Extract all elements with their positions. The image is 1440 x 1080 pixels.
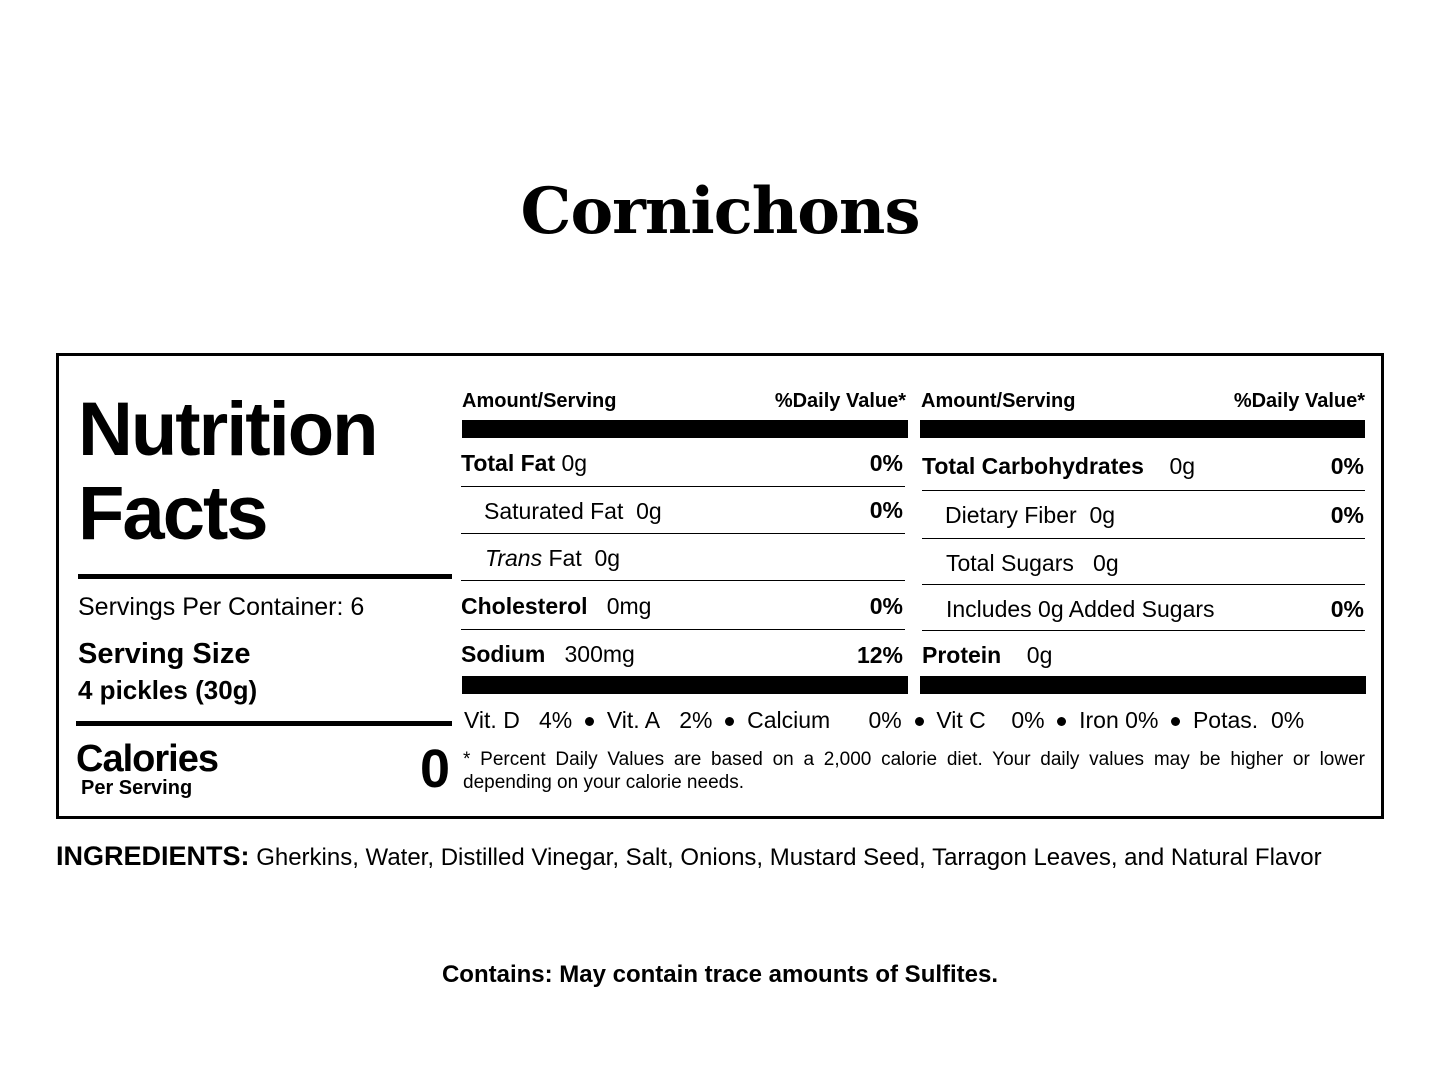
nutrition-facts-heading: Nutrition Facts bbox=[78, 387, 379, 556]
total-fat-amount: 0g bbox=[561, 450, 588, 476]
cholesterol-amount: 0mg bbox=[606, 593, 652, 619]
daily-value-footnote: * Percent Daily Values are based on a 2,… bbox=[463, 749, 1365, 793]
row-dietary-fiber: Dietary Fiber 0g bbox=[945, 501, 1115, 529]
divider bbox=[922, 538, 1365, 539]
row-sodium: Sodium 300mg bbox=[461, 640, 635, 668]
bullet-dot bbox=[1171, 717, 1181, 727]
heading-divider bbox=[78, 574, 452, 579]
row-added-sugars: Includes 0g Added Sugars bbox=[946, 595, 1215, 623]
col2-header-dv: %Daily Value* bbox=[1233, 390, 1365, 412]
saturated-fat-label: Saturated Fat bbox=[484, 498, 624, 524]
col1-header-dv: %Daily Value* bbox=[774, 390, 906, 412]
heading-line-2: Facts bbox=[78, 471, 269, 556]
total-carbohydrates-label: Total Carbohydrates bbox=[922, 453, 1144, 479]
row-cholesterol: Cholesterol 0mg bbox=[461, 592, 651, 620]
divider bbox=[461, 580, 905, 581]
trans-fat-amount: 0g bbox=[594, 545, 621, 571]
nutrition-facts-panel bbox=[56, 353, 1384, 819]
row-saturated-fat: Saturated Fat 0g bbox=[484, 497, 662, 525]
calories-label: Calories bbox=[76, 738, 219, 780]
iron-label: Iron bbox=[1079, 707, 1119, 733]
servings-per-container: Servings Per Container: 6 bbox=[78, 593, 365, 621]
added-sugars-label: Includes 0g Added Sugars bbox=[946, 596, 1215, 622]
divider bbox=[922, 490, 1365, 491]
divider bbox=[461, 486, 905, 487]
potassium-label: Potas. bbox=[1192, 707, 1259, 733]
col2-header-amount: Amount/Serving bbox=[921, 390, 1076, 412]
row-total-fat: Total Fat 0g bbox=[461, 449, 587, 477]
vit-d-label: Vit. D bbox=[464, 707, 520, 733]
ingredients-label: INGREDIENTS: bbox=[56, 841, 250, 871]
divider bbox=[922, 630, 1365, 631]
vit-a-label: Vit. A bbox=[606, 707, 661, 733]
saturated-fat-dv: 0% bbox=[869, 497, 903, 523]
sodium-amount: 300mg bbox=[564, 641, 635, 667]
bullet-dot bbox=[725, 717, 735, 727]
ingredients-line: INGREDIENTS: Gherkins, Water, Distilled … bbox=[56, 841, 1322, 873]
protein-amount: 0g bbox=[1026, 642, 1053, 668]
total-carbohydrates-dv: 0% bbox=[1330, 453, 1364, 479]
product-title: Cornichons bbox=[520, 174, 921, 249]
col2-top-bar bbox=[920, 420, 1365, 438]
divider bbox=[922, 584, 1365, 585]
divider bbox=[461, 629, 905, 630]
calories-value: 0 bbox=[419, 739, 450, 799]
divider bbox=[461, 533, 905, 534]
allergen-statement: Contains: May contain trace amounts of S… bbox=[441, 961, 999, 988]
dietary-fiber-label: Dietary Fiber bbox=[945, 502, 1077, 528]
row-protein: Protein 0g bbox=[922, 641, 1052, 669]
row-trans-fat: Trans Fat 0g bbox=[485, 544, 620, 572]
vit-d-value: 4% bbox=[539, 707, 573, 733]
cholesterol-label: Cholesterol bbox=[461, 593, 588, 619]
total-carbohydrates-amount: 0g bbox=[1169, 453, 1196, 479]
dietary-fiber-dv: 0% bbox=[1330, 502, 1364, 528]
col2-bottom-bar bbox=[920, 676, 1366, 694]
calories-per-serving: Per Serving bbox=[81, 777, 193, 799]
saturated-fat-amount: 0g bbox=[636, 498, 662, 524]
bullet-dot bbox=[914, 717, 924, 727]
heading-line-1: Nutrition bbox=[78, 387, 379, 472]
serving-size-value: 4 pickles (30g) bbox=[78, 675, 258, 705]
total-sugars-label: Total Sugars bbox=[946, 550, 1074, 576]
iron-value: 0% bbox=[1125, 707, 1159, 733]
bullet-dot bbox=[585, 717, 595, 727]
vit-c-value: 0% bbox=[1011, 707, 1045, 733]
vit-c-label: Vit C bbox=[936, 707, 986, 733]
dietary-fiber-amount: 0g bbox=[1089, 502, 1116, 528]
sodium-dv: 12% bbox=[856, 642, 903, 668]
sodium-label: Sodium bbox=[461, 641, 546, 667]
trans-fat-label: Fat bbox=[548, 545, 582, 571]
col1-bottom-bar bbox=[462, 676, 908, 694]
calcium-value: 0% bbox=[868, 707, 902, 733]
serving-divider bbox=[76, 721, 452, 726]
row-total-sugars: Total Sugars 0g bbox=[946, 549, 1119, 577]
added-sugars-dv: 0% bbox=[1330, 596, 1364, 622]
bullet-dot bbox=[1057, 717, 1067, 727]
col1-top-bar bbox=[462, 420, 908, 438]
ingredients-text: Gherkins, Water, Distilled Vinegar, Salt… bbox=[256, 844, 1322, 871]
total-fat-label: Total Fat bbox=[461, 450, 556, 476]
vit-a-value: 2% bbox=[679, 707, 713, 733]
col1-header-amount: Amount/Serving bbox=[462, 390, 617, 412]
vitamins-line: Vit. D 4% Vit. A 2% Calcium 0% Vit C 0% … bbox=[464, 706, 1304, 734]
calcium-label: Calcium bbox=[747, 707, 831, 733]
protein-label: Protein bbox=[922, 642, 1002, 668]
total-sugars-amount: 0g bbox=[1093, 550, 1119, 576]
serving-size-label: Serving Size bbox=[78, 638, 251, 670]
cholesterol-dv: 0% bbox=[869, 593, 903, 619]
potassium-value: 0% bbox=[1270, 707, 1305, 733]
trans-fat-italic: Trans bbox=[485, 545, 543, 571]
row-total-carbohydrates: Total Carbohydrates 0g bbox=[922, 452, 1195, 480]
total-fat-dv: 0% bbox=[869, 450, 903, 476]
